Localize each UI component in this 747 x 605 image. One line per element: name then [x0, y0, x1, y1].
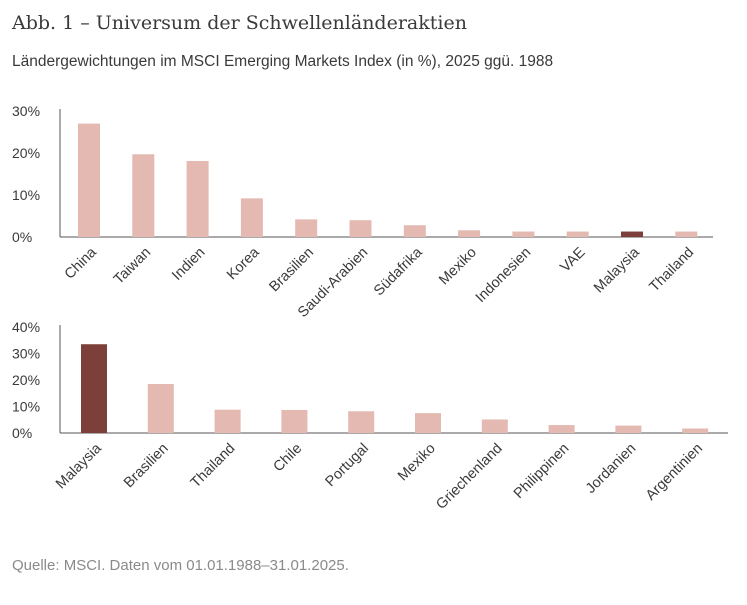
top-bar-korea	[240, 198, 263, 237]
top-bar-vae	[566, 231, 589, 237]
bottom-y-tick-label: 10%	[12, 399, 40, 415]
bottom-bar-portugal	[348, 411, 375, 433]
top-bar-china	[78, 123, 100, 237]
top-bar-indonesien	[512, 231, 535, 237]
bottom-x-tick-label: Malaysia	[53, 440, 105, 492]
bottom-x-tick-label: Chile	[271, 441, 306, 476]
bottom-x-tick-label: Argentinien	[643, 441, 706, 504]
bottom-bar-chile	[281, 409, 308, 433]
top-y-tick-label: 0%	[12, 229, 32, 245]
bottom-bar-thailand	[214, 409, 241, 433]
top-bar-saudi-arabien	[349, 220, 372, 237]
bottom-bar-brasilien	[147, 383, 174, 433]
bottom-x-tick-label: Philippinen	[511, 441, 572, 502]
figure-subtitle: Ländergewichtungen im MSCI Emerging Mark…	[12, 53, 554, 70]
top-y-tick-label: 20%	[12, 145, 40, 161]
bottom-bar-philippinen	[548, 425, 575, 433]
bottom-x-tick-label: Brasilien	[121, 441, 172, 492]
top-bar-malaysia	[621, 231, 643, 237]
bottom-bar-mexiko	[415, 413, 441, 433]
top-bar-brasilien	[295, 219, 318, 237]
bottom-x-tick-label: Thailand	[188, 441, 239, 492]
bottom-bar-argentinien	[682, 428, 709, 433]
bar-chart-1988: 0% 10% 20% 30% 40% Malaysia Brasilien Thailand C…	[12, 319, 728, 513]
top-bar-südafrika	[403, 225, 426, 237]
bottom-y-tick-label: 0%	[12, 425, 32, 441]
top-bar-mexiko	[458, 230, 481, 237]
bottom-y-tick-label: 30%	[12, 346, 40, 362]
top-bar-taiwan	[132, 154, 155, 237]
top-y-tick-label: 30%	[12, 103, 40, 119]
bottom-bar-malaysia	[81, 344, 107, 433]
bottom-x-tick-label: Portugal	[323, 441, 373, 491]
bottom-y-tick-label: 20%	[12, 372, 40, 388]
figure-title: Abb. 1 – Universum der Schwellenländerak…	[12, 12, 467, 34]
bottom-x-tick-label: Griechenland	[433, 441, 505, 513]
bottom-y-tick-label: 40%	[12, 319, 40, 335]
bottom-bar-griechenland	[481, 419, 508, 433]
top-y-tick-label: 10%	[12, 187, 40, 203]
bar-chart-2025: 0%10%20%30%China Taiwan Indien Korea Brasili…	[12, 103, 713, 320]
bottom-bar-jordanien	[615, 425, 642, 433]
bottom-x-tick-label: Jordanien	[583, 441, 639, 497]
bottom-x-tick-label: Mexiko	[395, 441, 439, 485]
source-note: Quelle: MSCI. Daten vom 01.01.1988–31.01…	[12, 557, 349, 574]
top-bar-thailand	[675, 231, 698, 237]
top-bar-indien	[186, 160, 209, 237]
